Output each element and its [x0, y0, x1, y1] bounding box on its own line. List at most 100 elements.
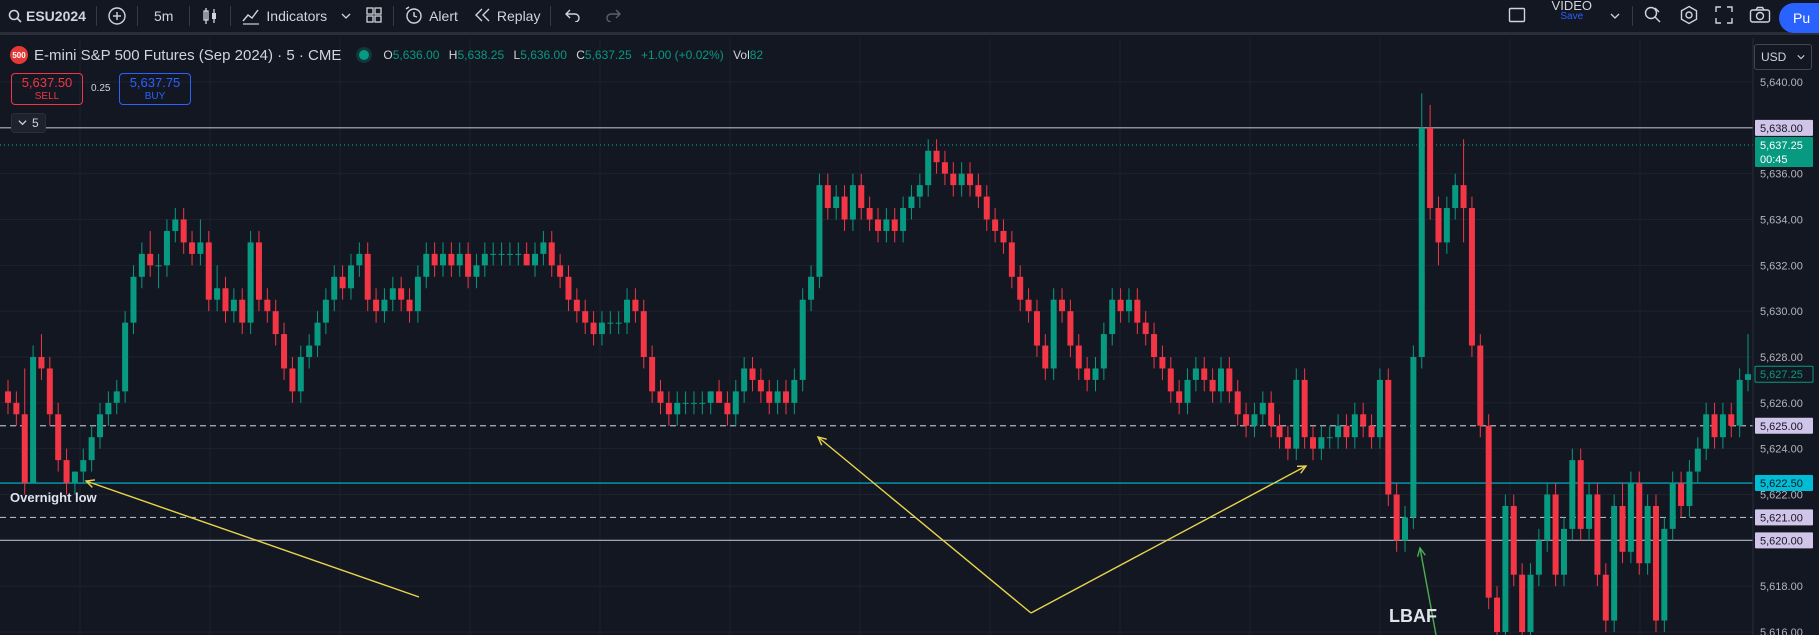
price-chart[interactable]: 5,640.00 5,638.00 5,636.00 5,634.00 5,632.00… [0, 38, 1819, 635]
candle-body [423, 253, 430, 277]
candle-body [1468, 208, 1475, 346]
snapshot-button[interactable] [1741, 0, 1779, 34]
undo-button[interactable] [553, 0, 593, 34]
candle-body [891, 219, 898, 231]
candle-body [1686, 471, 1693, 506]
candle-body [548, 242, 555, 266]
replay-button[interactable]: Replay [466, 0, 549, 34]
overnight-low-label[interactable]: Overnight low [10, 490, 97, 505]
open-label: O [383, 48, 393, 62]
candle-body [1477, 345, 1484, 426]
top-toolbar: ESU2024 5m Indicators Alert [0, 0, 1819, 35]
indicator-collapse-pill[interactable]: 5 [11, 113, 46, 133]
candle-body [916, 185, 923, 197]
candle-body [481, 253, 488, 266]
zoom-search-icon [1643, 5, 1663, 28]
candle-body [331, 276, 338, 300]
fullscreen-button[interactable] [1707, 0, 1741, 34]
video-dropdown[interactable] [1600, 0, 1630, 34]
candle-body [1586, 494, 1593, 529]
candle-body [1209, 379, 1216, 392]
sell-label: SELL [34, 90, 60, 102]
chevron-down-icon [18, 116, 27, 130]
ohlc-values: O5,636.00 H5,638.25 L5,636.00 C5,637.25 … [383, 48, 769, 62]
candle-body [1728, 414, 1735, 426]
candle-body [1368, 425, 1375, 438]
price-tick-label: 5,624.00 [1760, 444, 1803, 456]
currency-label: USD [1761, 50, 1787, 64]
layout-button[interactable] [1490, 0, 1544, 34]
toolbar-divider [393, 6, 395, 26]
publish-button[interactable]: Pu [1779, 3, 1819, 33]
candle-body [1226, 368, 1233, 392]
chart-type-button[interactable] [192, 0, 228, 34]
candle-body [1301, 379, 1308, 438]
alert-button[interactable]: Alert [396, 0, 466, 34]
symbol-title[interactable]: E-mini S&P 500 Futures (Sep 2024) · 5 · … [34, 46, 342, 64]
square-icon [1508, 6, 1526, 27]
candle-body [1151, 334, 1158, 357]
candle-body [624, 299, 631, 323]
candle-body [1176, 391, 1183, 403]
candle-body [532, 253, 539, 266]
sell-price: 5,637.50 [21, 75, 73, 91]
candle-body [490, 253, 497, 255]
candle-body [741, 368, 748, 392]
candle-body [1251, 414, 1258, 426]
settings-button[interactable] [1671, 0, 1707, 34]
candle-body [682, 402, 689, 404]
candle-body [724, 402, 731, 415]
candle-body [657, 391, 664, 403]
symbol-search[interactable]: ESU2024 [0, 0, 94, 34]
layout-templates-button[interactable] [357, 0, 391, 34]
compare-button[interactable] [99, 0, 135, 34]
market-status-dot[interactable] [359, 50, 370, 60]
indicators-dropdown[interactable] [335, 0, 357, 34]
candle-body [1602, 574, 1609, 621]
candle-body [1360, 414, 1367, 426]
candle-body [1201, 368, 1208, 380]
support-arrow-right-head [1296, 465, 1308, 474]
sell-button[interactable]: 5,637.50 SELL [11, 73, 83, 105]
candle-body [30, 357, 37, 484]
indicators-button[interactable]: Indicators [233, 0, 335, 34]
candle-body [632, 299, 639, 312]
video-save-button[interactable]: VIDEO Save [1544, 0, 1600, 34]
candle-body [1527, 574, 1534, 632]
buy-button[interactable]: 5,637.75 BUY [119, 73, 191, 105]
candle-body [816, 185, 823, 277]
symbol-logo: 500 [10, 46, 28, 64]
interval-button[interactable]: 5m [153, 8, 174, 24]
candle-body [1276, 425, 1283, 438]
candle-body [732, 391, 739, 415]
currency-select[interactable]: USD [1754, 44, 1812, 70]
candle-body [598, 322, 605, 335]
candle-body [782, 391, 789, 403]
lbaf-label[interactable]: LBAF [1389, 606, 1437, 626]
candle-body [1636, 483, 1643, 564]
candle-body [498, 253, 505, 255]
redo-button[interactable] [593, 0, 633, 34]
candle-body [590, 322, 597, 335]
candle-body [1594, 494, 1601, 575]
chevron-down-icon [1797, 50, 1805, 64]
candle-body [1678, 483, 1685, 506]
candle-body [1067, 311, 1074, 346]
candle-body [431, 253, 438, 266]
candle-body [1050, 299, 1057, 369]
candle-body [1452, 185, 1459, 209]
quick-search-button[interactable] [1635, 0, 1671, 34]
candle-body [1326, 437, 1333, 439]
candle-body [992, 219, 999, 231]
candle-body [1184, 379, 1191, 403]
candle-body [506, 253, 513, 255]
price-tag-label: 5,622.50 [1760, 478, 1803, 490]
candle-body [1033, 311, 1040, 346]
candle-body [1259, 402, 1266, 415]
candle-body [1611, 505, 1618, 621]
candle-body [573, 299, 580, 312]
candle-body [147, 253, 154, 266]
candle-body [523, 253, 530, 266]
candle-body [950, 173, 957, 186]
toolbar-divider [95, 6, 97, 26]
